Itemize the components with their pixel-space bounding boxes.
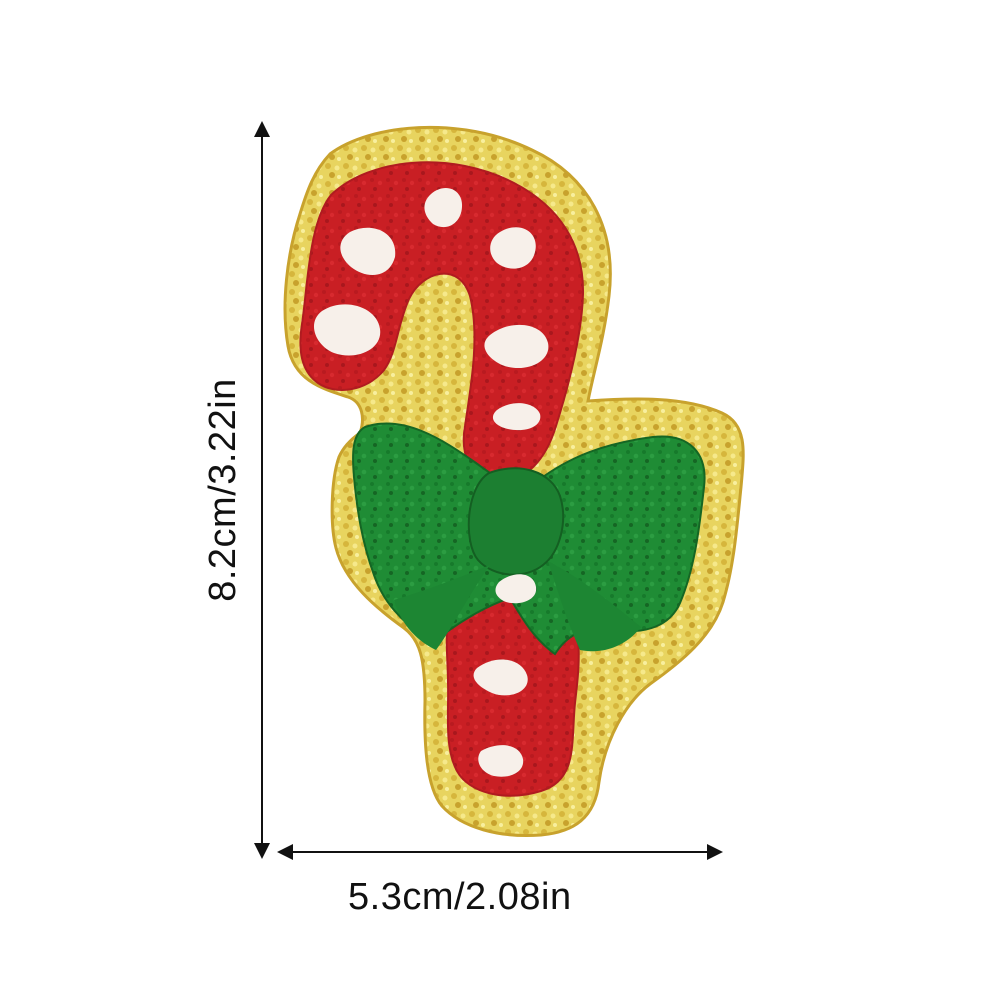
bow-center-knot bbox=[467, 467, 565, 576]
width-dimension-line bbox=[277, 844, 723, 860]
candy-cane-white-spots bbox=[313, 188, 549, 777]
bow-ribbon-left-tail bbox=[394, 565, 490, 650]
height-measurement-label: 8.2cm/3.22in bbox=[202, 378, 244, 602]
height-dimension-line bbox=[254, 121, 270, 859]
candy-cane-patch bbox=[283, 125, 745, 837]
width-measurement-label: 5.3cm/2.08in bbox=[348, 876, 572, 918]
bow-ribbon-right-tail bbox=[548, 561, 641, 652]
